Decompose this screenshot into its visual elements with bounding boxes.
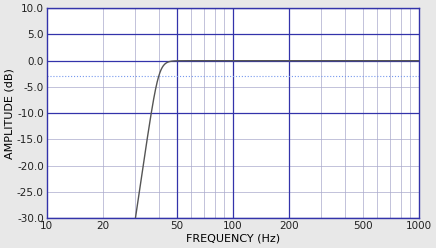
X-axis label: FREQUENCY (Hz): FREQUENCY (Hz) [186,234,280,244]
Y-axis label: AMPLITUDE (dB): AMPLITUDE (dB) [4,68,14,159]
